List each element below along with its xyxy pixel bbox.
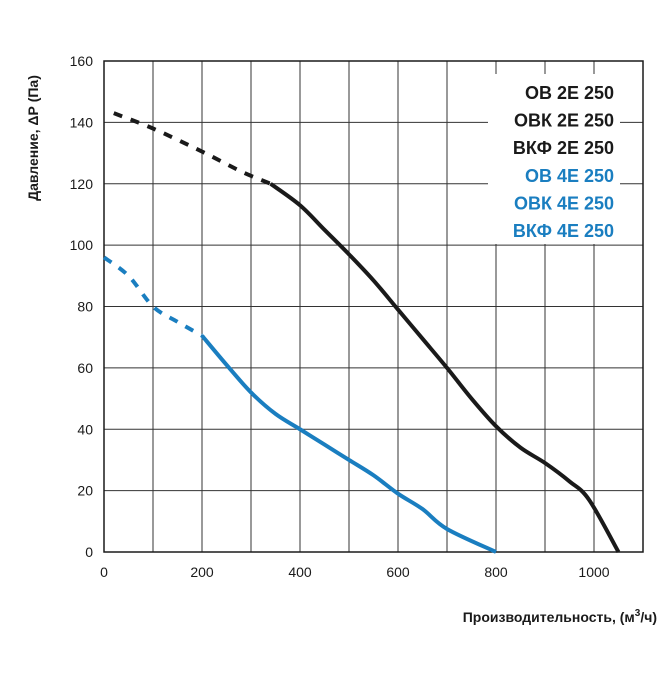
legend-item-3: ВКФ 2Е 250	[513, 138, 614, 158]
series-2-dashed-line	[102, 255, 203, 338]
x-tick-label-0: 0	[100, 564, 108, 580]
x-axis-title-superscript: 3	[635, 608, 641, 619]
legend: ОВ 2Е 250 ОВК 2Е 250 ВКФ 2Е 250 ОВ 4Е 250 ОВ…	[513, 83, 614, 241]
x-tick-label-600: 600	[386, 564, 410, 580]
y-tick-label-140: 140	[70, 114, 94, 130]
x-axis-title-tail: /ч)	[640, 609, 657, 625]
y-tick-label-120: 120	[70, 176, 94, 192]
y-tick-label-60: 60	[77, 360, 93, 376]
x-tick-label-1000: 1000	[578, 564, 609, 580]
legend-item-5: ОВК 4Е 250	[514, 193, 614, 213]
series-2-solid-line	[200, 334, 497, 554]
plot-frame	[103, 60, 644, 553]
legend-background	[488, 74, 620, 244]
y-tick-label-80: 80	[77, 299, 93, 315]
x-tick-label-800: 800	[484, 564, 508, 580]
legend-item-4: ОВ 4Е 250	[525, 166, 614, 186]
y-axis-title: Давление, ΔР (Па)	[25, 75, 41, 201]
x-tick-label-400: 400	[288, 564, 312, 580]
y-tick-label-100: 100	[70, 237, 94, 253]
tick-labels: 0 200 400 600 800 1000 0 20 40 60 80 100 120 140 160	[70, 53, 610, 580]
series-1-dashed-line	[113, 111, 272, 186]
y-tick-label-0: 0	[85, 544, 93, 560]
x-axis-title-main: Производительность, (м	[463, 609, 635, 625]
legend-item-2: ОВК 2Е 250	[514, 111, 614, 131]
series-lines	[102, 111, 621, 554]
series-1-solid-line	[269, 182, 621, 553]
y-tick-label-20: 20	[77, 483, 93, 499]
x-tick-label-200: 200	[190, 564, 214, 580]
legend-item-6: ВКФ 4Е 250	[513, 221, 614, 241]
x-axis-title: Производительность, (м3/ч)	[463, 608, 657, 625]
legend-item-1: ОВ 2Е 250	[525, 83, 614, 103]
y-tick-label-160: 160	[70, 53, 94, 69]
y-tick-label-40: 40	[77, 421, 93, 437]
